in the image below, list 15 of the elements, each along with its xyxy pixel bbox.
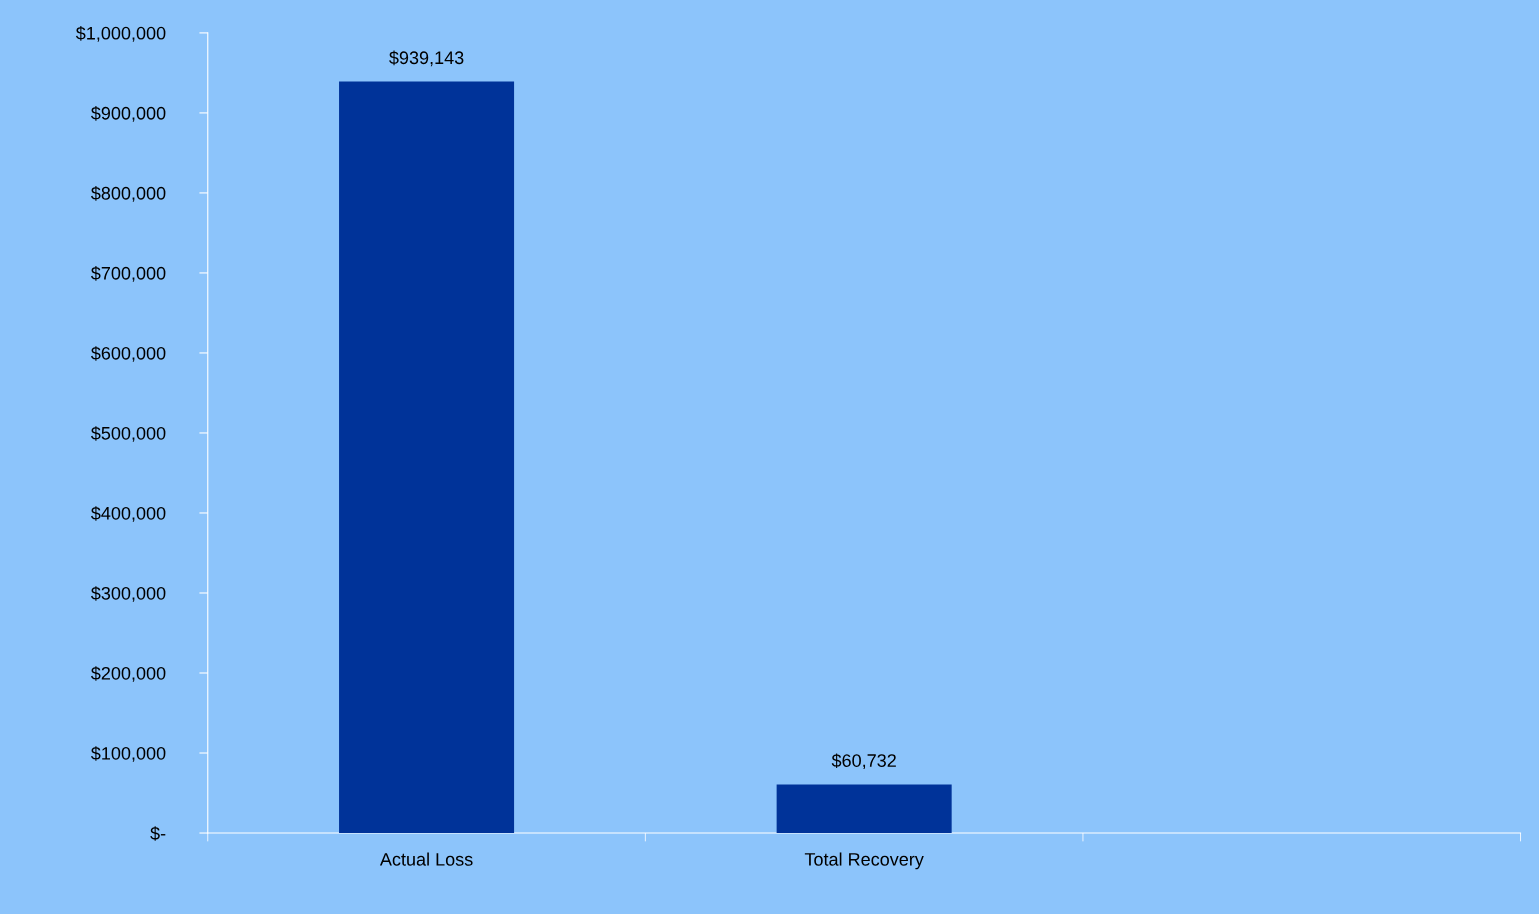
y-tick-label: $600,000: [90, 346, 166, 362]
y-tick-label: $200,000: [90, 666, 166, 682]
y-tick-label: $800,000: [90, 186, 166, 202]
y-tick-label: $1,000,000: [75, 26, 166, 42]
x-tick-label: Total Recovery: [804, 852, 924, 870]
y-tick-label: $700,000: [90, 266, 166, 282]
y-tick-label: $-: [150, 826, 166, 841]
x-tick-label: Actual Loss: [379, 852, 473, 866]
y-tick-label: $900,000: [90, 106, 166, 122]
y-tick-label: $500,000: [90, 426, 166, 442]
y-tick-label: $300,000: [90, 586, 166, 602]
data-label: $939,143: [389, 50, 464, 67]
data-label: $60,732: [831, 753, 896, 770]
y-tick-label: $400,000: [90, 506, 166, 522]
y-tick-label: $100,000: [90, 746, 166, 762]
